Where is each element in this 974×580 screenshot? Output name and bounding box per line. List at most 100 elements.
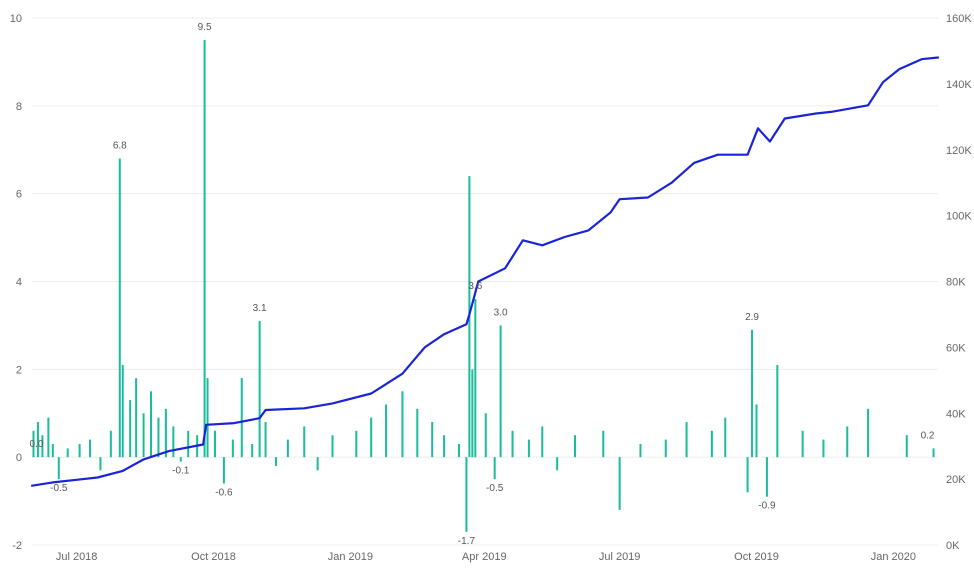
bar	[251, 443, 254, 458]
bar	[541, 426, 544, 458]
bar	[164, 408, 167, 458]
data-label: 0.0	[30, 439, 44, 450]
bar	[746, 457, 749, 493]
bar	[264, 422, 267, 458]
bar	[484, 413, 487, 458]
bar	[471, 369, 474, 458]
left-axis-tick-label: 10	[10, 13, 22, 25]
bar	[905, 435, 908, 458]
data-label: -0.5	[486, 483, 504, 494]
x-axis-tick-label: Oct 2018	[191, 551, 236, 563]
bar	[493, 457, 496, 480]
data-label: 9.5	[198, 22, 212, 33]
data-label: -0.1	[172, 466, 190, 477]
bar	[755, 404, 758, 458]
bar-series	[32, 39, 935, 532]
left-axis-tick-label: 6	[16, 189, 22, 201]
bar	[511, 430, 514, 458]
bar	[41, 435, 44, 458]
x-axis-tick-label: Jul 2018	[56, 551, 98, 563]
bar	[710, 430, 713, 458]
gridlines	[32, 17, 938, 546]
bar	[258, 321, 261, 458]
data-label: -0.5	[50, 483, 68, 494]
right-axis-tick-label: 100K	[946, 211, 972, 223]
data-label: 2.9	[745, 312, 759, 323]
bar	[724, 417, 727, 458]
bar	[157, 417, 160, 458]
bar	[57, 457, 60, 480]
bar	[474, 299, 477, 458]
bar	[286, 439, 289, 458]
bar	[822, 439, 825, 458]
bar	[89, 439, 92, 458]
left-axis-tick-label: -2	[12, 540, 22, 552]
bar	[203, 39, 206, 458]
left-axis-tick-label: 8	[16, 101, 22, 113]
x-axis-tick-label: Apr 2019	[462, 551, 507, 563]
bar	[51, 443, 54, 458]
right-axis-tick-label: 0K	[946, 540, 960, 552]
right-axis-tick-label: 60K	[946, 342, 966, 354]
bar	[150, 391, 153, 458]
bar	[457, 443, 460, 458]
bar	[331, 435, 334, 458]
bar	[36, 422, 39, 458]
bar	[303, 426, 306, 458]
data-labels: 0.0 -0.5 6.8 -0.1 9.5 -0.6 3.1 -1.7 3.6 -0.5 3.0 2.…	[30, 22, 935, 547]
data-label: 3.1	[253, 303, 267, 314]
bar	[685, 422, 688, 458]
line-series	[30, 56, 940, 487]
bar	[172, 426, 175, 458]
right-axis-tick-label: 140K	[946, 79, 972, 91]
data-label: 6.8	[113, 141, 127, 152]
right-axis-tick-label: 160K	[946, 13, 972, 25]
right-axis-tick-label: 80K	[946, 277, 966, 289]
bar	[465, 457, 468, 532]
cumulative-line	[30, 56, 940, 487]
bar	[527, 439, 530, 458]
x-axis: Jul 2018 Oct 2018 Jan 2019 Apr 2019 Jul 2019…	[56, 551, 916, 563]
bar	[370, 417, 373, 458]
bar	[556, 457, 559, 471]
bar	[99, 457, 102, 471]
bar	[109, 430, 112, 458]
bar	[121, 364, 124, 458]
bar	[664, 439, 667, 458]
bar	[801, 430, 804, 458]
bar	[499, 325, 502, 458]
bar	[135, 378, 138, 458]
bar	[78, 443, 81, 458]
x-axis-tick-label: Jul 2019	[599, 551, 641, 563]
bar	[66, 448, 69, 458]
left-axis: -2 0 2 4 6 8 10	[10, 13, 22, 552]
bar	[213, 430, 216, 458]
bar	[602, 430, 605, 458]
bar	[142, 413, 145, 458]
bar	[274, 457, 277, 466]
bar	[867, 408, 870, 458]
bar	[118, 158, 121, 458]
bar	[129, 400, 132, 458]
bar	[416, 408, 419, 458]
data-label: 3.6	[468, 281, 482, 292]
right-axis-tick-label: 20K	[946, 474, 966, 486]
bar	[443, 435, 446, 458]
data-label: 0.2	[921, 430, 935, 441]
bar	[932, 448, 935, 458]
right-axis-tick-label: 40K	[946, 408, 966, 420]
left-axis-tick-label: 0	[16, 452, 22, 464]
bar	[385, 404, 388, 458]
bar	[765, 457, 768, 497]
bar	[751, 329, 754, 458]
bar	[846, 426, 849, 458]
bar	[222, 457, 225, 484]
bar	[401, 391, 404, 458]
data-label: -0.9	[758, 501, 776, 512]
bar	[187, 430, 190, 458]
bar	[639, 443, 642, 458]
data-label: -1.7	[458, 536, 476, 547]
bar	[179, 457, 182, 462]
